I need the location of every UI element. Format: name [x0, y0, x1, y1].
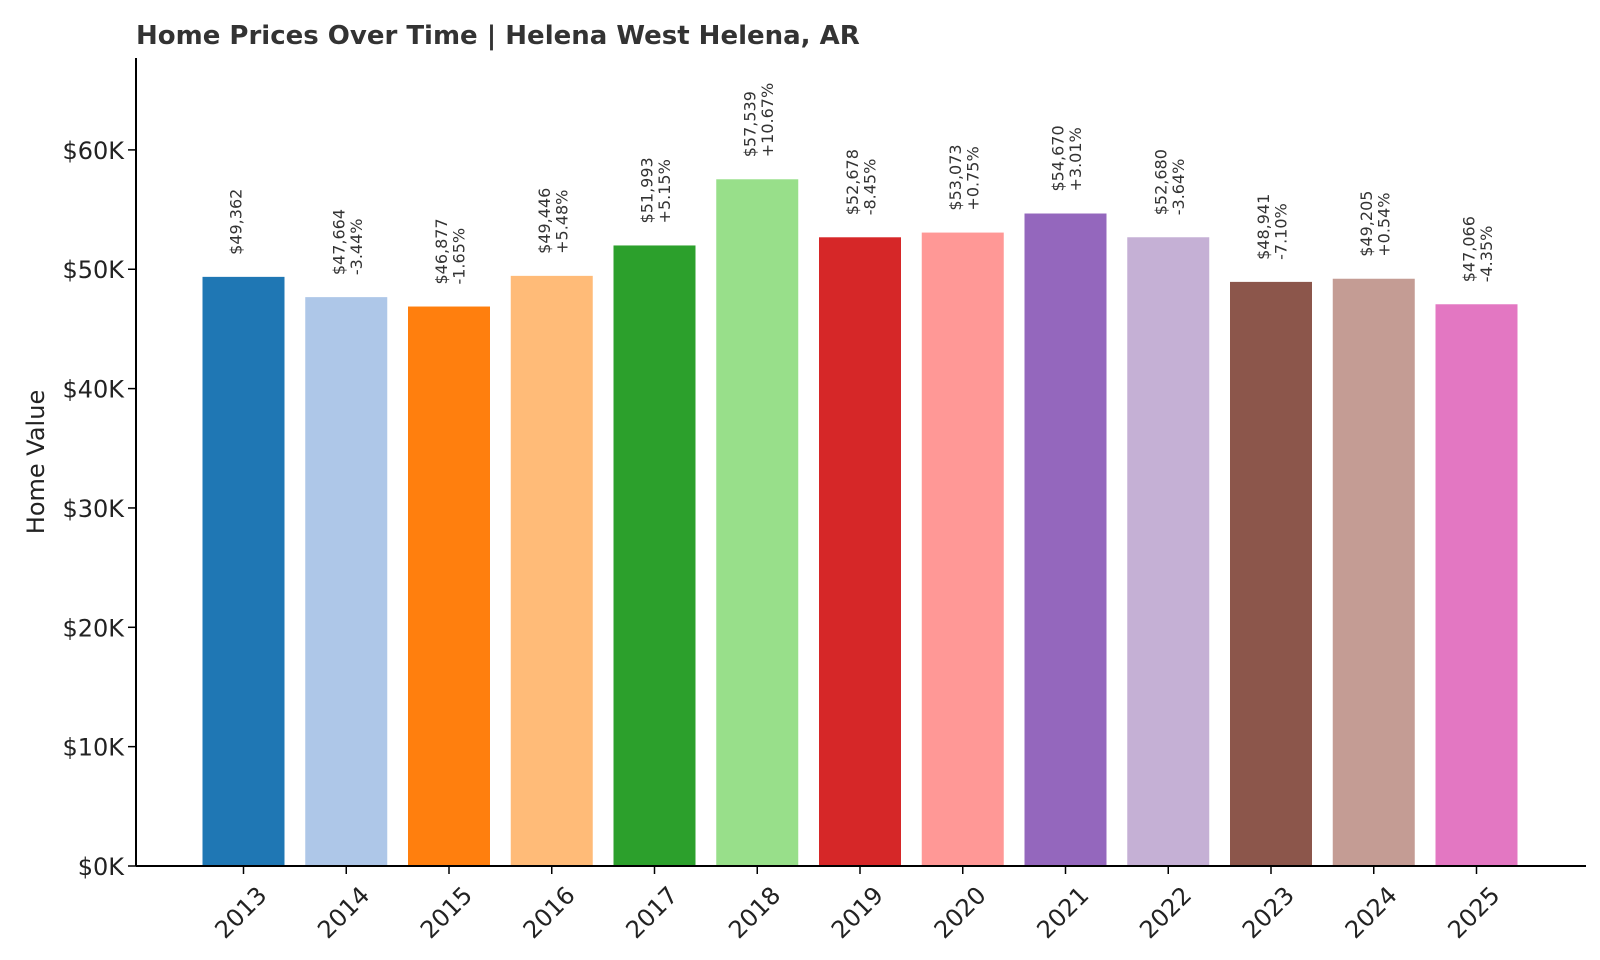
- bar-2020: [921, 232, 1004, 866]
- x-axis: 2013 2014 2015 2016 2017 2018 2019 2020 2021 2022…: [136, 865, 1586, 944]
- chart-title: Home Prices Over Time | Helena West Hele…: [136, 21, 860, 51]
- x-tick-label: 2017: [620, 881, 683, 944]
- bar-2025: [1435, 304, 1518, 866]
- y-tick-label: $60K: [62, 137, 125, 165]
- bars-group: [202, 179, 1518, 867]
- bar-2022: [1127, 237, 1210, 867]
- x-tick-label: 2022: [1134, 881, 1197, 944]
- x-tick-label: 2023: [1237, 881, 1300, 944]
- y-tick-label: $10K: [62, 734, 125, 762]
- data-label-2013: $49,362: [227, 189, 246, 255]
- bar-2019: [819, 237, 901, 867]
- bar-2017: [613, 245, 696, 867]
- x-tick-label: 2025: [1442, 881, 1505, 944]
- data-label-2020: $53,073+0.75%: [946, 144, 983, 210]
- bar-2021: [1024, 213, 1107, 866]
- data-label-2025: $47,066-4.35%: [1460, 216, 1497, 282]
- bar-2015: [408, 306, 490, 866]
- data-label-2014: $47,664-3.44%: [329, 209, 366, 275]
- x-tick-label: 2018: [723, 881, 786, 944]
- y-tick-label: $50K: [62, 256, 125, 284]
- bar-2013: [202, 276, 285, 867]
- data-label-2016: $49,446+5.48%: [535, 188, 572, 254]
- x-tick-label: 2013: [209, 881, 272, 944]
- y-tick-label: $20K: [62, 614, 125, 642]
- bar-2024: [1332, 278, 1415, 866]
- data-label-2018: $57,539+10.67%: [740, 83, 777, 157]
- x-tick-label: 2019: [826, 881, 889, 944]
- y-axis-label: Home Value: [22, 390, 50, 534]
- data-label-2019: $52,678-8.45%: [843, 149, 880, 215]
- bar-2014: [305, 297, 388, 866]
- data-labels-group: $49,362 $47,664-3.44% $46,877-1.65% $49,446…: [227, 83, 1497, 285]
- x-tick-label: 2015: [415, 881, 478, 944]
- data-label-2015: $46,877-1.65%: [432, 218, 469, 284]
- x-tick-label: 2021: [1031, 881, 1094, 944]
- y-tick-label: $0K: [78, 853, 126, 881]
- y-tick-label: $30K: [62, 495, 125, 523]
- bar-2016: [510, 275, 593, 866]
- bar-2018: [716, 179, 799, 866]
- y-axis: $0K $10K $20K $30K $40K $50K $60K: [62, 58, 137, 881]
- data-label-2024: $49,205+0.54%: [1357, 191, 1394, 257]
- data-label-2023: $48,941-7.10%: [1254, 194, 1291, 260]
- x-tick-label: 2016: [518, 881, 581, 944]
- y-tick-label: $40K: [62, 376, 125, 404]
- x-tick-label: 2014: [312, 881, 375, 944]
- data-label-2021: $54,670+3.01%: [1049, 125, 1086, 191]
- bar-2023: [1230, 281, 1312, 866]
- data-label-2017: $51,993+5.15%: [638, 157, 675, 223]
- x-tick-label: 2024: [1340, 881, 1403, 944]
- data-label-2022: $52,680-3.64%: [1151, 149, 1188, 215]
- x-tick-label: 2020: [929, 881, 992, 944]
